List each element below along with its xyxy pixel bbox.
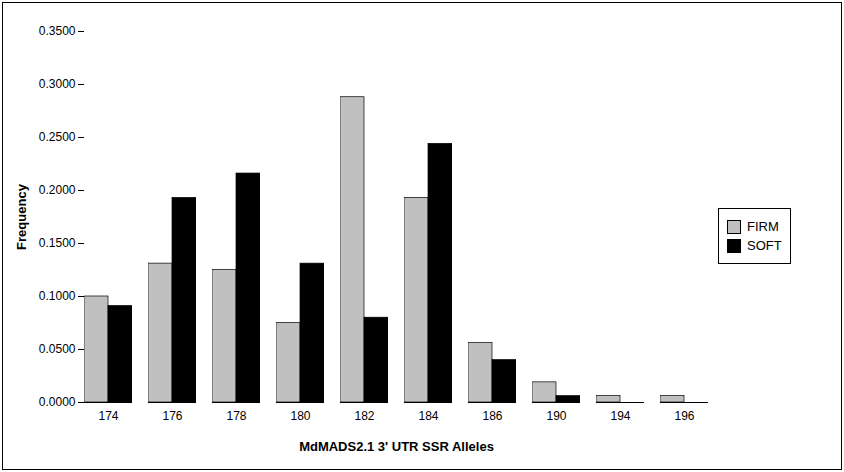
svg-text:0.2000: 0.2000 bbox=[39, 183, 76, 197]
svg-text:176: 176 bbox=[162, 409, 182, 423]
svg-text:Frequency: Frequency bbox=[14, 183, 29, 250]
svg-text:0.2500: 0.2500 bbox=[39, 130, 76, 144]
svg-text:194: 194 bbox=[610, 409, 630, 423]
svg-text:182: 182 bbox=[354, 409, 374, 423]
svg-text:0.1500: 0.1500 bbox=[39, 236, 76, 250]
svg-text:MdMADS2.1 3' UTR SSR Alleles: MdMADS2.1 3' UTR SSR Alleles bbox=[299, 438, 494, 453]
svg-text:0.0500: 0.0500 bbox=[39, 342, 76, 356]
svg-text:186: 186 bbox=[482, 409, 502, 423]
svg-text:0.3500: 0.3500 bbox=[39, 24, 76, 38]
svg-text:174: 174 bbox=[98, 409, 118, 423]
svg-text:0.1000: 0.1000 bbox=[39, 289, 76, 303]
svg-text:178: 178 bbox=[226, 409, 246, 423]
svg-text:0.3000: 0.3000 bbox=[39, 77, 76, 91]
svg-text:184: 184 bbox=[418, 409, 438, 423]
svg-text:0.0000: 0.0000 bbox=[39, 395, 76, 409]
html-text:FIRM: FIRM bbox=[747, 219, 779, 234]
svg-text:196: 196 bbox=[674, 409, 694, 423]
html-text:SOFT: SOFT bbox=[747, 238, 782, 253]
svg-text:180: 180 bbox=[290, 409, 310, 423]
svg-text:190: 190 bbox=[546, 409, 566, 423]
